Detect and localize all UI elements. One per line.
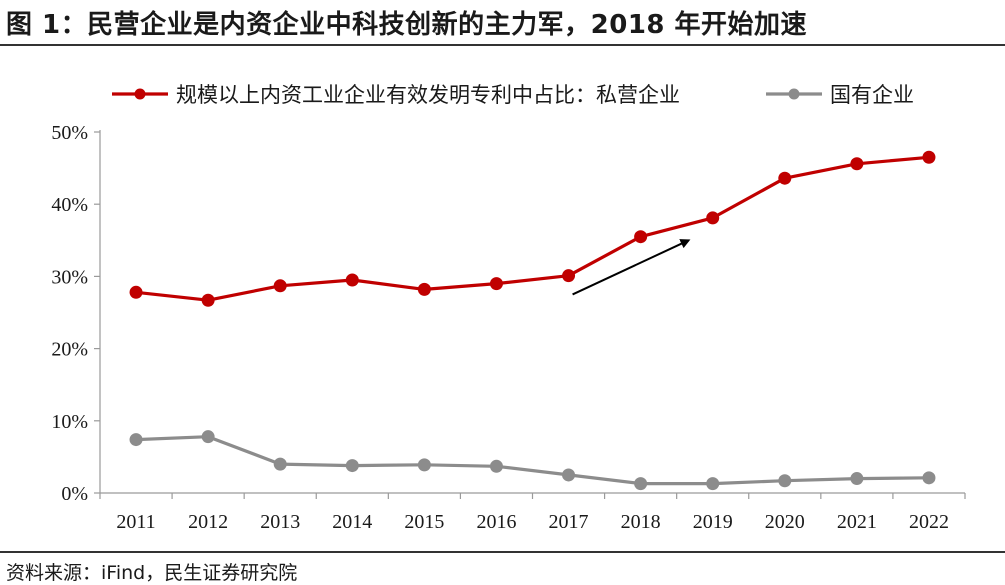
chart-annotation (572, 239, 691, 296)
x-tick-label: 2013 (260, 511, 300, 533)
trend-arrow (572, 239, 691, 296)
line-chart: 0% 10% 20% 30% 40% 50% 2011 2012 2013 2014 2015 201… (51, 83, 966, 533)
data-point (706, 477, 720, 491)
data-point (129, 433, 143, 447)
x-tick-label: 2018 (621, 511, 661, 533)
x-tick-label: 2016 (476, 511, 516, 533)
data-point (562, 468, 576, 482)
source-note: 资料来源：iFind，民生证券研究院 (6, 562, 298, 584)
data-point (417, 282, 431, 296)
series-line (135, 155, 930, 302)
data-point (778, 171, 792, 185)
data-point (706, 211, 720, 225)
chart-series (129, 150, 936, 491)
data-point (850, 157, 864, 171)
x-tick-label: 2011 (116, 511, 155, 533)
data-point (201, 293, 215, 307)
data-point (634, 477, 648, 491)
data-point (345, 273, 359, 287)
chart-axes: 0% 10% 20% 30% 40% 50% 2011 2012 2013 2014 2015 201… (51, 122, 966, 533)
y-tick-label: 20% (51, 339, 88, 361)
x-tick-label: 2022 (909, 511, 949, 533)
x-tick-label: 2020 (765, 511, 805, 533)
data-point (850, 472, 864, 486)
data-point (489, 277, 503, 291)
y-tick-label: 30% (51, 266, 88, 288)
figure-title: 图 1：民营企业是内资企业中科技创新的主力军，2018 年开始加速 (6, 10, 808, 40)
data-point (417, 458, 431, 472)
y-tick-label: 10% (51, 411, 88, 433)
series-line (135, 435, 930, 486)
y-tick-label: 50% (51, 122, 88, 144)
top-rule (0, 44, 1005, 46)
data-point (345, 459, 359, 473)
data-point (273, 279, 287, 293)
chart-legend: 规模以上内资工业企业有效发明专利中占比：私营企业 国有企业 (112, 83, 914, 107)
legend-marker (134, 88, 146, 100)
legend-marker (788, 88, 800, 100)
data-point (562, 269, 576, 283)
x-tick-label: 2021 (837, 511, 877, 533)
data-point (922, 471, 936, 485)
x-tick-label: 2017 (549, 511, 589, 533)
x-tick-label: 2012 (188, 511, 228, 533)
y-tick-label: 0% (61, 483, 88, 505)
data-point (634, 230, 648, 244)
data-point (201, 430, 215, 444)
x-tick-label: 2015 (404, 511, 444, 533)
bottom-rule (0, 551, 1005, 553)
x-tick-label: 2014 (332, 511, 372, 533)
legend-label: 规模以上内资工业企业有效发明专利中占比：私营企业 (176, 83, 680, 107)
data-point (922, 150, 936, 164)
data-point (489, 459, 503, 473)
data-point (778, 474, 792, 488)
data-point (129, 285, 143, 299)
y-tick-label: 40% (51, 194, 88, 216)
legend-label: 国有企业 (830, 83, 914, 107)
data-point (273, 457, 287, 471)
x-tick-label: 2019 (693, 511, 733, 533)
